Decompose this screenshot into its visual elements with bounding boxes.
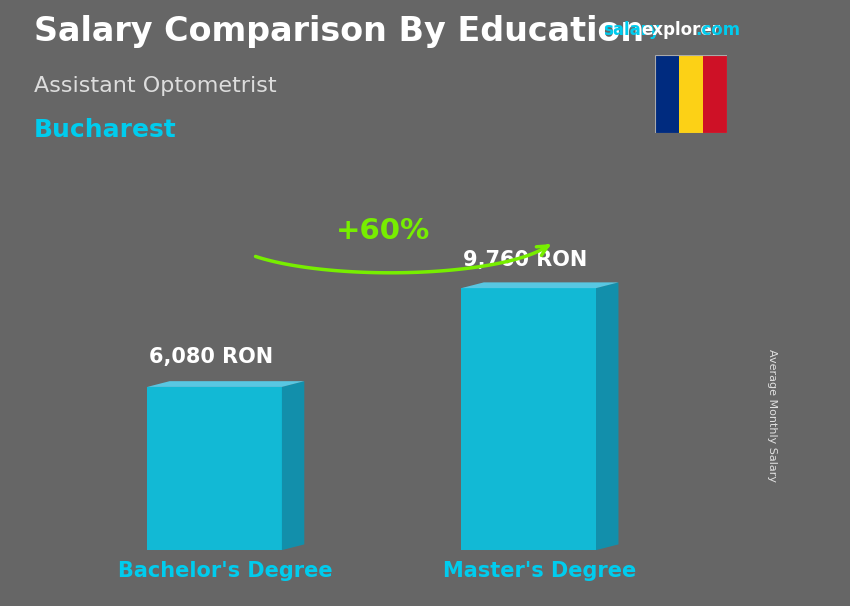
Text: +60%: +60% — [336, 217, 430, 245]
Text: explorer: explorer — [642, 21, 721, 39]
Text: Salary Comparison By Education: Salary Comparison By Education — [34, 15, 644, 48]
Bar — [678, 55, 703, 133]
Text: Master's Degree: Master's Degree — [444, 561, 637, 581]
Bar — [654, 55, 678, 133]
Bar — [703, 55, 727, 133]
Text: .com: .com — [695, 21, 740, 39]
Text: Assistant Optometrist: Assistant Optometrist — [34, 76, 276, 96]
Text: 6,080 RON: 6,080 RON — [149, 347, 273, 367]
Polygon shape — [147, 387, 282, 550]
Polygon shape — [147, 381, 304, 387]
Text: Bucharest: Bucharest — [34, 118, 177, 142]
Text: Bachelor's Degree: Bachelor's Degree — [118, 561, 333, 581]
Polygon shape — [282, 381, 304, 550]
Text: 9,760 RON: 9,760 RON — [463, 250, 587, 270]
Polygon shape — [462, 282, 619, 288]
Text: Average Monthly Salary: Average Monthly Salary — [767, 350, 777, 482]
Polygon shape — [596, 282, 619, 550]
Polygon shape — [462, 288, 596, 550]
Text: salary: salary — [604, 21, 660, 39]
